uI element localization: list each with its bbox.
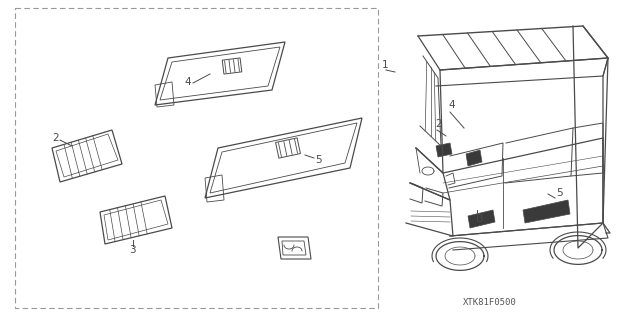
Text: XTK81F0500: XTK81F0500	[463, 298, 517, 307]
Text: 4: 4	[448, 100, 454, 110]
Text: 3: 3	[129, 245, 135, 255]
Text: 2: 2	[435, 119, 442, 129]
Text: 1: 1	[382, 60, 388, 70]
Text: 5: 5	[315, 155, 321, 165]
Text: 3: 3	[476, 214, 483, 224]
Polygon shape	[523, 200, 570, 223]
Polygon shape	[436, 143, 452, 157]
Polygon shape	[468, 210, 495, 228]
Text: 2: 2	[52, 133, 60, 143]
Polygon shape	[466, 150, 482, 166]
Text: 5: 5	[556, 188, 563, 198]
Text: 4: 4	[185, 77, 191, 87]
